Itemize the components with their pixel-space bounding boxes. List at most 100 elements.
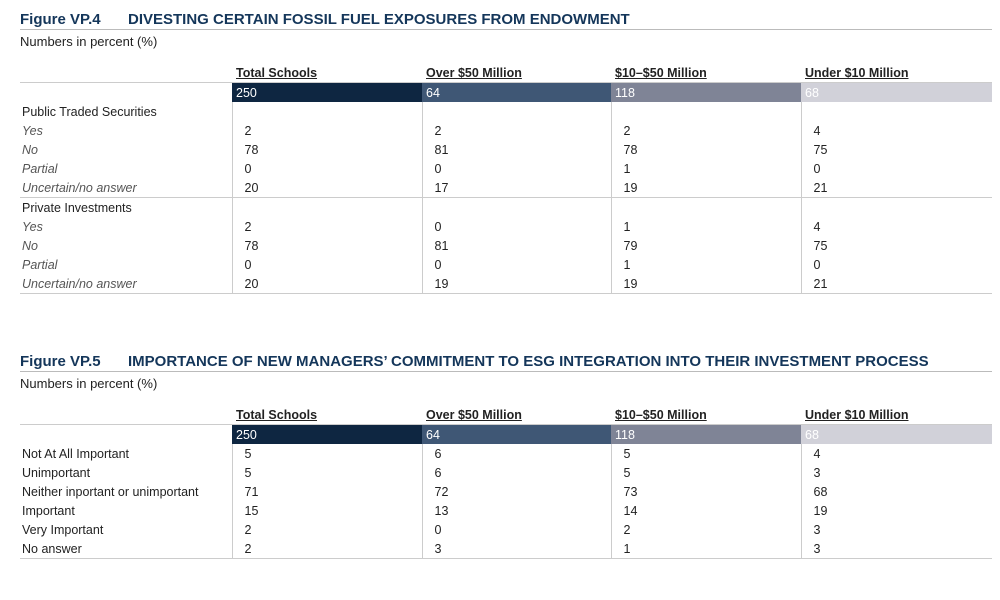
blank-cell [20,83,232,103]
cell-value: 21 [800,178,992,198]
table-row: Partial 0 0 1 0 [20,159,992,178]
blank-cell [20,64,232,83]
cell-value: 14 [610,501,801,520]
cell-value: 0 [421,255,611,274]
header-row: Total Schools Over $50 Million $10–$50 Mil… [20,64,992,83]
table-row: Yes 2 0 1 4 [20,217,992,236]
figure-header: Figure VP.5 IMPORTANCE OF NEW MANAGERS’ C… [20,348,992,372]
cell-value: 79 [610,236,801,255]
cell-value: 2 [231,217,422,236]
row-label: Partial [22,257,58,272]
count-cell: 64 [422,424,611,444]
cell-value: 5 [231,463,422,482]
table-row: Important 15 13 14 19 [20,501,992,520]
count-cell: 118 [611,82,801,102]
cell-value: 68 [800,482,992,501]
cell-value: 5 [610,463,801,482]
cell-value: 75 [800,140,992,159]
cell-value: 2 [421,121,611,140]
data-table: Total Schools Over $50 Million $10–$50 Mil… [20,406,992,559]
data-table: Total Schools Over $50 Million $10–$50 Mil… [20,64,992,294]
figure: Figure VP.5 IMPORTANCE OF NEW MANAGERS’ C… [20,348,992,559]
cell-value: 3 [421,539,611,559]
cell-value: 3 [800,539,992,559]
cell-value: 78 [231,236,422,255]
table-row: Very Important 2 0 2 3 [20,520,992,539]
column-header: Over $50 Million [422,64,611,83]
row-label: Partial [22,161,58,176]
cell-value: 13 [421,501,611,520]
blank-cell [231,197,422,217]
row-label: No answer [20,539,232,559]
cell-value: 1 [610,217,801,236]
cell-value: 19 [610,274,801,294]
cell-value: 78 [231,140,422,159]
row-label: Very Important [22,522,104,537]
cell-value: 0 [231,159,422,178]
cell-value: 2 [610,121,801,140]
figure-label: Figure VP.5 [20,353,101,370]
figure: Figure VP.4 DIVESTING CERTAIN FOSSIL FUEL… [20,6,992,294]
cell-value: 0 [800,159,992,178]
table-row: Uncertain/no answer 20 17 19 21 [20,178,992,198]
cell-value: 0 [231,255,422,274]
blank-cell [800,197,992,217]
row-label: Not At All Important [22,446,129,461]
table-row: No 78 81 78 75 [20,140,992,159]
cell-value: 0 [421,520,611,539]
section-row: Public Traded Securities [20,102,992,121]
blank-cell [610,197,801,217]
cell-value: 1 [610,255,801,274]
figure-note: Numbers in percent (%) [20,34,158,49]
column-header: Under $10 Million [801,406,992,425]
cell-value: 75 [800,236,992,255]
cell-value: 72 [421,482,611,501]
cell-value: 6 [421,463,611,482]
cell-value: 71 [231,482,422,501]
blank-cell [610,102,801,121]
cell-value: 4 [800,217,992,236]
column-header: $10–$50 Million [611,406,801,425]
count-row: 250 64 118 68 [20,424,992,445]
cell-value: 19 [421,274,611,294]
cell-value: 0 [421,159,611,178]
cell-value: 2 [610,520,801,539]
cell-value: 81 [421,140,611,159]
blank-cell [20,406,232,425]
cell-value: 2 [231,121,422,140]
blank-cell [421,197,611,217]
figure-note: Numbers in percent (%) [20,376,158,391]
cell-value: 17 [421,178,611,198]
cell-value: 1 [610,159,801,178]
cell-value: 78 [610,140,801,159]
cell-value: 5 [610,444,801,463]
header-row: Total Schools Over $50 Million $10–$50 Mil… [20,406,992,425]
cell-value: 4 [800,444,992,463]
table-row: Partial 0 0 1 0 [20,255,992,274]
cell-value: 20 [231,178,422,198]
table-row: Not At All Important 5 6 5 4 [20,444,992,463]
cell-value: 19 [800,501,992,520]
cell-value: 2 [231,520,422,539]
row-label: Yes [22,219,43,234]
blank-cell [231,102,422,121]
table-row: No answer 2 3 1 3 [20,539,992,559]
cell-value: 20 [231,274,422,294]
table-row: Uncertain/no answer 20 19 19 21 [20,274,992,294]
cell-value: 6 [421,444,611,463]
cell-value: 1 [610,539,801,559]
cell-value: 81 [421,236,611,255]
blank-cell [20,425,232,445]
section-heading: Private Investments [20,197,232,217]
row-label: Neither inportant or unimportant [22,484,199,499]
table-row: Unimportant 5 6 5 3 [20,463,992,482]
cell-value: 21 [800,274,992,294]
row-label: Important [22,503,75,518]
section-heading: Public Traded Securities [22,104,157,119]
section-row: Private Investments [20,197,992,217]
count-cell: 118 [611,424,801,444]
table-row: No 78 81 79 75 [20,236,992,255]
cell-value: 19 [610,178,801,198]
blank-cell [421,102,611,121]
